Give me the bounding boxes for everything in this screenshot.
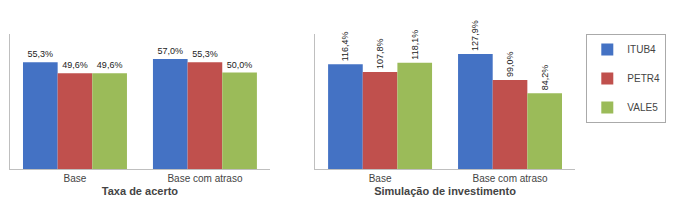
svg-text:127,9%: 127,9% (470, 20, 480, 51)
svg-text:Base: Base (369, 173, 392, 184)
svg-text:VALE5: VALE5 (627, 102, 658, 113)
svg-text:Base com atraso: Base com atraso (167, 173, 242, 184)
svg-text:Simulação de investimento: Simulação de investimento (374, 185, 516, 197)
svg-text:107,8%: 107,8% (375, 38, 385, 69)
svg-text:55,3%: 55,3% (192, 49, 218, 59)
svg-text:118,1%: 118,1% (410, 30, 420, 60)
svg-text:84,2%: 84,2% (540, 65, 550, 91)
svg-text:99,0%: 99,0% (505, 51, 515, 77)
svg-text:PETR4: PETR4 (627, 73, 660, 84)
svg-text:49,6%: 49,6% (97, 60, 123, 70)
svg-text:Base: Base (64, 173, 87, 184)
svg-text:Taxa de acerto: Taxa de acerto (102, 185, 179, 197)
svg-text:ITUB4: ITUB4 (627, 44, 656, 55)
svg-text:Base com atraso: Base com atraso (473, 173, 548, 184)
svg-text:50,0%: 50,0% (227, 60, 253, 70)
svg-text:116,4%: 116,4% (340, 31, 350, 61)
svg-text:49,6%: 49,6% (62, 60, 88, 70)
svg-text:57,0%: 57,0% (158, 46, 184, 56)
svg-text:55,3%: 55,3% (28, 49, 54, 59)
